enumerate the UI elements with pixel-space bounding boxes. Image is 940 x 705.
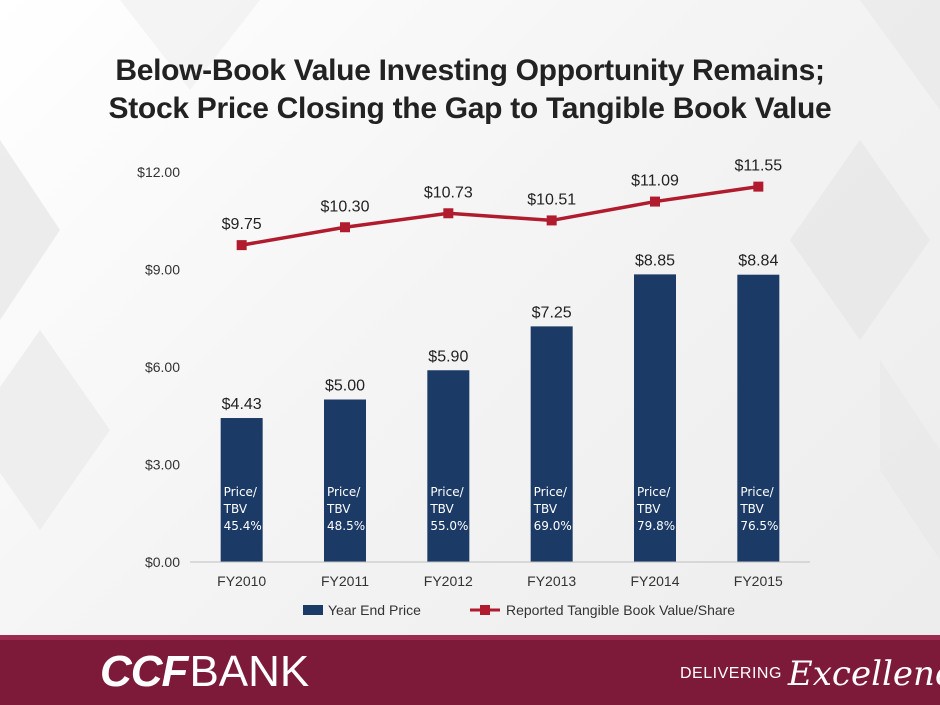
tbv-marker xyxy=(443,208,454,219)
bar xyxy=(324,399,366,562)
tagline: DELIVERING Excellence xyxy=(680,654,940,694)
title-line-2: Stock Price Closing the Gap to Tangible … xyxy=(108,92,832,125)
price-tbv-annotation: Price/ xyxy=(224,485,258,499)
bg-diamond xyxy=(0,140,60,320)
x-tick-label: FY2011 xyxy=(321,573,369,589)
tbv-line xyxy=(241,184,759,247)
price-tbv-annotation: Price/ xyxy=(327,485,361,499)
bar-series xyxy=(220,274,780,562)
price-tbv-annotation: TBV xyxy=(636,502,661,516)
bar-data-labels: $4.43 $5.00 $5.90 $7.25 $8.85 $8.84 xyxy=(222,252,779,413)
bg-diamond xyxy=(880,360,940,560)
x-axis: FY2010 FY2011 FY2012 FY2013 FY2014 FY2015 xyxy=(190,561,810,589)
title-line-1: Below-Book Value Investing Opportunity R… xyxy=(115,54,825,87)
legend: Year End Price Reported Tangible Book Val… xyxy=(303,602,735,618)
x-tick-label: FY2013 xyxy=(527,573,576,589)
y-axis: $0.00 $3.00 $6.00 $9.00 $12.00 xyxy=(137,164,180,570)
bar-value-label: $5.00 xyxy=(325,378,365,395)
x-tick-label: FY2014 xyxy=(630,573,679,589)
bar xyxy=(427,370,470,562)
footer-accent-line xyxy=(0,635,940,640)
ccf-bank-logo: CCF BANK xyxy=(100,647,310,696)
legend-line-marker xyxy=(480,605,490,615)
line-series xyxy=(236,181,764,251)
bar xyxy=(634,274,676,562)
bar xyxy=(220,418,263,562)
legend-line-label: Reported Tangible Book Value/Share xyxy=(506,602,735,618)
bar-value-label: $4.43 xyxy=(222,396,262,413)
y-tick-label: $12.00 xyxy=(137,164,180,180)
y-tick-label: $9.00 xyxy=(145,262,180,278)
price-tbv-annotation: TBV xyxy=(533,502,558,516)
price-tbv-annotation: 55.0% xyxy=(430,519,468,533)
tbv-marker xyxy=(650,196,660,207)
bar-annotations: Price/TBV 45.4% Price/TBV 48.5% Price/TBV 55.… xyxy=(223,485,779,533)
tagline-excellence: Excellence xyxy=(787,654,940,694)
bg-diamond xyxy=(120,0,260,90)
x-tick-label: FY2010 xyxy=(217,573,266,589)
price-tbv-annotation: Price/ xyxy=(637,485,671,499)
legend-bar-label: Year End Price xyxy=(328,602,421,618)
x-tick-label: FY2015 xyxy=(734,573,783,589)
line-data-labels: $9.75 $10.30 $10.73 $10.51 $11.09 $11.55 xyxy=(222,158,783,234)
tbv-value-label: $9.75 xyxy=(222,216,262,233)
tbv-marker xyxy=(753,181,764,192)
bg-diamond xyxy=(790,140,930,340)
price-tbv-annotation: 76.5% xyxy=(740,519,778,533)
legend-bar-swatch xyxy=(303,605,323,615)
price-tbv-annotation: 45.4% xyxy=(224,519,262,533)
logo-ccf-text: CCF xyxy=(100,647,188,696)
price-tbv-annotation: Price/ xyxy=(740,485,774,499)
price-tbv-annotation: TBV xyxy=(429,502,454,516)
tbv-marker xyxy=(546,215,557,226)
tagline-delivering: DELIVERING xyxy=(680,665,782,682)
tbv-value-label: $10.73 xyxy=(424,184,473,201)
price-tbv-annotation: 79.8% xyxy=(637,519,675,533)
footer-band xyxy=(0,640,940,705)
slide-title: Below-Book Value Investing Opportunity R… xyxy=(40,52,900,128)
y-tick-label: $0.00 xyxy=(145,554,180,570)
tbv-marker xyxy=(236,240,247,251)
bar-value-label: $8.85 xyxy=(635,252,675,269)
tbv-value-label: $11.09 xyxy=(631,173,679,190)
price-tbv-annotation: Price/ xyxy=(534,485,568,499)
price-tbv-annotation: 48.5% xyxy=(327,519,365,533)
y-tick-label: $6.00 xyxy=(145,359,180,375)
bg-diamond xyxy=(0,330,110,530)
price-tbv-annotation: TBV xyxy=(326,502,351,516)
tbv-marker xyxy=(340,222,350,233)
bg-diamond xyxy=(860,0,940,110)
x-tick-label: FY2012 xyxy=(424,573,473,589)
price-tbv-annotation: 69.0% xyxy=(534,519,572,533)
bar-value-label: $8.84 xyxy=(738,253,778,270)
tbv-value-label: $10.51 xyxy=(527,191,576,208)
bar-value-label: $5.90 xyxy=(428,348,468,365)
logo-bank-text: BANK xyxy=(189,647,310,696)
tbv-value-label: $11.55 xyxy=(734,158,782,175)
price-tbv-annotation: TBV xyxy=(739,502,764,516)
price-tbv-annotation: TBV xyxy=(223,502,248,516)
bar-value-label: $7.25 xyxy=(532,304,572,321)
bar xyxy=(530,326,573,562)
y-tick-label: $3.00 xyxy=(145,457,180,473)
bar xyxy=(737,274,780,562)
tbv-value-label: $10.30 xyxy=(321,198,370,215)
price-tbv-annotation: Price/ xyxy=(430,485,464,499)
